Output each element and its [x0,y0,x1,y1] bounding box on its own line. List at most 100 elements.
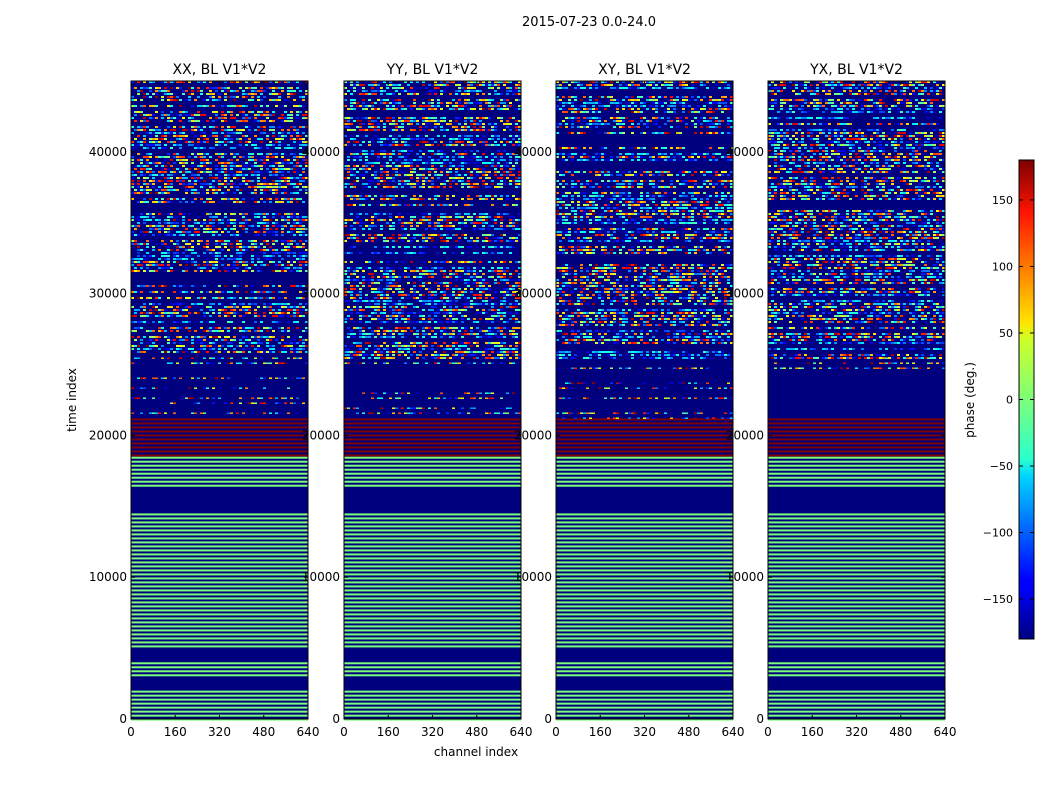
heatmap-cell [455,144,458,146]
heatmap-cell [383,102,386,104]
heatmap-cell [281,177,284,179]
heatmap-cell [206,120,209,122]
heatmap-cell [344,162,347,164]
heatmap-cell [155,105,158,107]
heatmap-cell [422,216,425,218]
heatmap-row [131,589,308,592]
heatmap-cell [368,93,371,95]
heatmap-cell [149,132,152,134]
heatmap-cell [185,171,188,173]
heatmap-cell [131,159,134,161]
heatmap-cell [224,243,227,245]
heatmap-cell [287,231,290,233]
heatmap-cell [185,336,188,338]
heatmap-cell [377,99,380,101]
heatmap-cell [191,249,194,251]
heatmap-cell [422,105,425,107]
heatmap-cell [509,180,512,182]
heatmap-cell [185,339,188,341]
heatmap-cell [176,243,179,245]
heatmap-cell [158,132,161,134]
heatmap-cell [209,177,212,179]
heatmap-cell [464,126,467,128]
heatmap-cell [302,171,305,173]
heatmap-cell [212,87,215,89]
heatmap-cell [446,261,449,263]
heatmap-cell [497,162,500,164]
heatmap-row [131,549,308,552]
heatmap-cell [227,219,230,221]
heatmap-cell [200,270,203,272]
heatmap-cell [176,306,179,308]
heatmap-cell [407,213,410,215]
heatmap-cell [188,243,191,245]
heatmap-cell [257,330,260,332]
heatmap-cell [230,114,233,116]
heatmap-cell [263,90,266,92]
heatmap-cell [449,397,452,399]
heatmap-cell [362,168,365,170]
heatmap-cell [224,362,227,364]
heatmap-cell [218,183,221,185]
heatmap-cell [362,204,365,206]
heatmap-cell [518,168,521,170]
heatmap-cell [455,174,458,176]
heatmap-cell [416,174,419,176]
heatmap-cell [227,159,230,161]
heatmap-cell [290,147,293,149]
heatmap-cell [221,240,224,242]
heatmap-cell [455,246,458,248]
heatmap-cell [191,126,194,128]
heatmap-cell [134,261,137,263]
heatmap-cell [137,183,140,185]
heatmap-cell [131,219,134,221]
heatmap-cell [284,213,287,215]
heatmap-cell [299,153,302,155]
heatmap-cell [137,377,140,379]
heatmap-cell [164,309,167,311]
heatmap-cell [389,117,392,119]
heatmap-cell [506,177,509,179]
heatmap-cell [392,407,395,409]
heatmap-cell [224,105,227,107]
heatmap-cell [383,198,386,200]
heatmap-cell [287,342,290,344]
heatmap-cell [203,219,206,221]
heatmap-cell [152,261,155,263]
heatmap-cell [494,102,497,104]
heatmap-cell [449,261,452,263]
heatmap-cell [440,195,443,197]
heatmap-cell [479,105,482,107]
heatmap-cell [497,153,500,155]
heatmap-cell [371,219,374,221]
heatmap-cell [263,96,266,98]
heatmap-cell [263,159,266,161]
heatmap-cell [239,362,242,364]
heatmap-cell [158,87,161,89]
heatmap-cell [473,267,476,269]
heatmap-cell [236,171,239,173]
heatmap-cell [500,234,503,236]
heatmap-cell [230,306,233,308]
heatmap-cell [386,246,389,248]
heatmap-cell [437,195,440,197]
heatmap-cell [281,201,284,203]
heatmap-cell [467,198,470,200]
heatmap-cell [146,321,149,323]
heatmap-cell [266,159,269,161]
heatmap-cell [479,180,482,182]
heatmap-row [344,662,521,665]
heatmap-row [344,617,521,620]
heatmap-cell [218,312,221,314]
heatmap-cell [446,216,449,218]
heatmap-cell [278,144,281,146]
heatmap-cell [512,267,515,269]
heatmap-cell [182,156,185,158]
heatmap-cell [467,213,470,215]
heatmap-cell [164,183,167,185]
heatmap-cell [395,240,398,242]
heatmap-cell [182,174,185,176]
heatmap-cell [494,195,497,197]
heatmap-cell [377,90,380,92]
heatmap-cell [440,81,443,83]
